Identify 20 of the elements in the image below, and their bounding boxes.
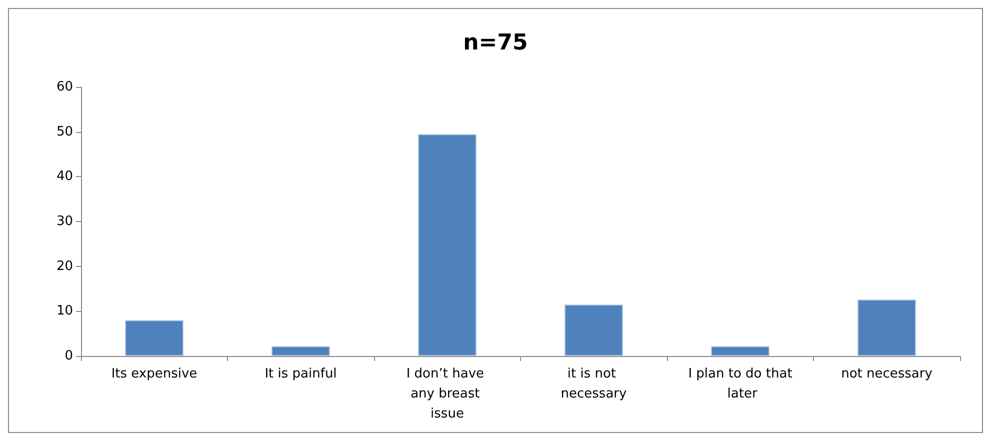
x-tick-label: Its expensive [111,366,198,382]
x-tick-label: I plan to do that later [688,366,792,402]
y-tick-label: 20 [56,258,73,274]
y-tick-label: 40 [56,169,73,184]
bar [271,346,330,356]
y-tick-label: 60 [56,80,73,94]
x-tick-label: I don’t have any breast issue [406,366,488,422]
chart-title: n=75 [463,30,528,56]
bar [124,320,184,356]
y-tick-label: 50 [56,124,73,140]
bar [710,346,770,356]
bar [857,300,916,356]
x-tick-label: It is painful [264,366,337,382]
bar [564,304,624,356]
bar [418,134,477,356]
y-tick-label: 0 [64,348,73,364]
y-tick-label: 30 [56,214,73,229]
x-tick-label: not necessary [841,366,933,382]
y-tick-label: 10 [56,304,73,319]
x-tick-label: it is not necessary [560,366,628,402]
